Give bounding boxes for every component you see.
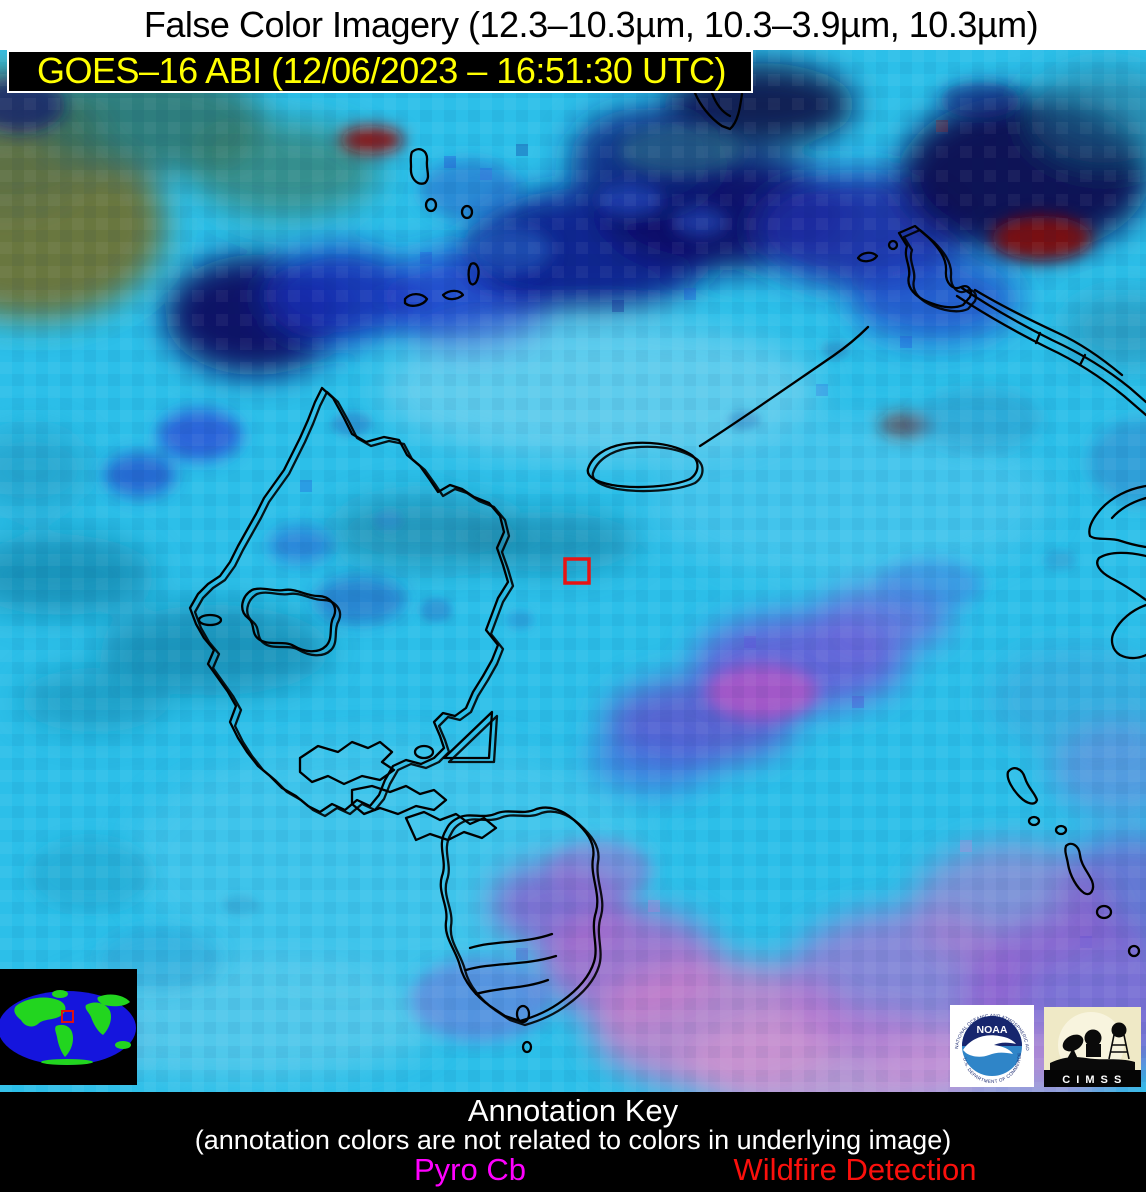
globe-locator-inset (0, 969, 137, 1085)
globe-icon (0, 969, 137, 1085)
false-color-imagery-svg (0, 50, 1146, 1121)
noaa-logo-icon: NOAA NATIONAL OCEANIC AND ATMOSPHERIC AD… (948, 1001, 1034, 1087)
noaa-logo: NOAA NATIONAL OCEANIC AND ATMOSPHERIC AD… (948, 1001, 1034, 1087)
locator-marker (61, 1010, 74, 1023)
legend-pyro-cb: Pyro Cb (414, 1152, 526, 1187)
cimss-logo-icon: C I M S S (1044, 1007, 1141, 1087)
annotation-key: Annotation Key (annotation colors are no… (0, 1092, 1146, 1192)
satellite-image (0, 50, 1146, 1121)
annotation-key-note: (annotation colors are not related to co… (194, 1125, 952, 1155)
page-title: False Color Imagery (12.3–10.3µm, 10.3–3… (143, 4, 1039, 45)
cimss-logo: C I M S S (1044, 1007, 1141, 1087)
svg-text:NOAA: NOAA (977, 1024, 1008, 1036)
legend-wildfire-detection: Wildfire Detection (733, 1152, 977, 1187)
coastline-overlay (188, 91, 1146, 1054)
svg-text:C I M S S: C I M S S (1062, 1074, 1123, 1086)
annotation-key-heading: Annotation Key (467, 1093, 679, 1128)
timestamp-banner: GOES–16 ABI (12/06/2023 – 16:51:30 UTC) (7, 50, 753, 93)
wildfire-detection-box (563, 557, 591, 585)
